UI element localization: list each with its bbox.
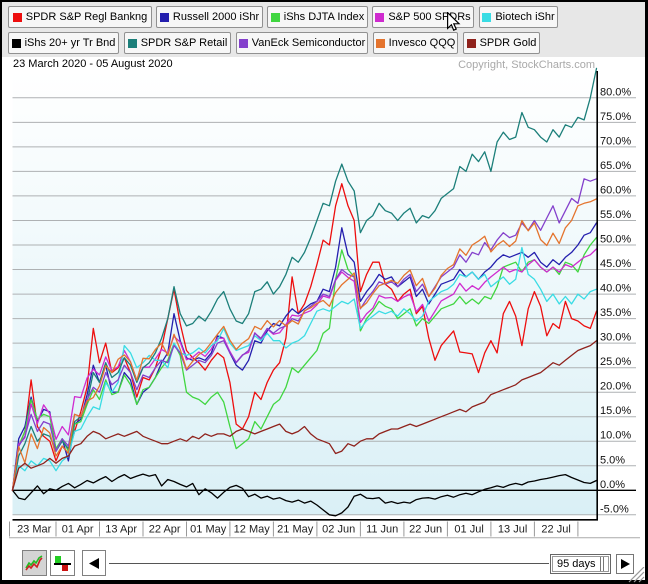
svg-text:55.0%: 55.0% — [600, 209, 631, 221]
svg-text:20.0%: 20.0% — [600, 381, 631, 393]
svg-text:-5.0%: -5.0% — [600, 503, 629, 515]
svg-text:25.0%: 25.0% — [600, 356, 631, 368]
svg-text:22 Apr: 22 Apr — [149, 524, 181, 536]
svg-text:70.0%: 70.0% — [600, 135, 631, 147]
svg-text:13 Jul: 13 Jul — [498, 524, 527, 536]
svg-text:21 May: 21 May — [277, 524, 314, 536]
svg-text:40.0%: 40.0% — [600, 283, 631, 295]
svg-text:01 Apr: 01 Apr — [62, 524, 94, 536]
svg-text:35.0%: 35.0% — [600, 307, 631, 319]
svg-text:10.0%: 10.0% — [600, 430, 631, 442]
svg-text:5.0%: 5.0% — [600, 454, 625, 466]
svg-text:15.0%: 15.0% — [600, 405, 631, 417]
svg-text:50.0%: 50.0% — [600, 234, 631, 246]
svg-text:80.0%: 80.0% — [600, 86, 631, 98]
svg-text:12 May: 12 May — [234, 524, 271, 536]
svg-text:60.0%: 60.0% — [600, 184, 631, 196]
svg-text:65.0%: 65.0% — [600, 160, 631, 172]
svg-text:45.0%: 45.0% — [600, 258, 631, 270]
svg-text:13 Apr: 13 Apr — [105, 524, 137, 536]
svg-text:75.0%: 75.0% — [600, 111, 631, 123]
svg-text:01 Jul: 01 Jul — [454, 524, 483, 536]
svg-text:0.0%: 0.0% — [600, 479, 625, 491]
svg-text:01 May: 01 May — [190, 524, 227, 536]
svg-text:02 Jun: 02 Jun — [322, 524, 355, 536]
svg-text:30.0%: 30.0% — [600, 332, 631, 344]
svg-text:22 Jul: 22 Jul — [541, 524, 570, 536]
svg-text:11 Jun: 11 Jun — [366, 524, 398, 536]
svg-text:23 Mar: 23 Mar — [17, 524, 52, 536]
svg-text:22 Jun: 22 Jun — [409, 524, 442, 536]
